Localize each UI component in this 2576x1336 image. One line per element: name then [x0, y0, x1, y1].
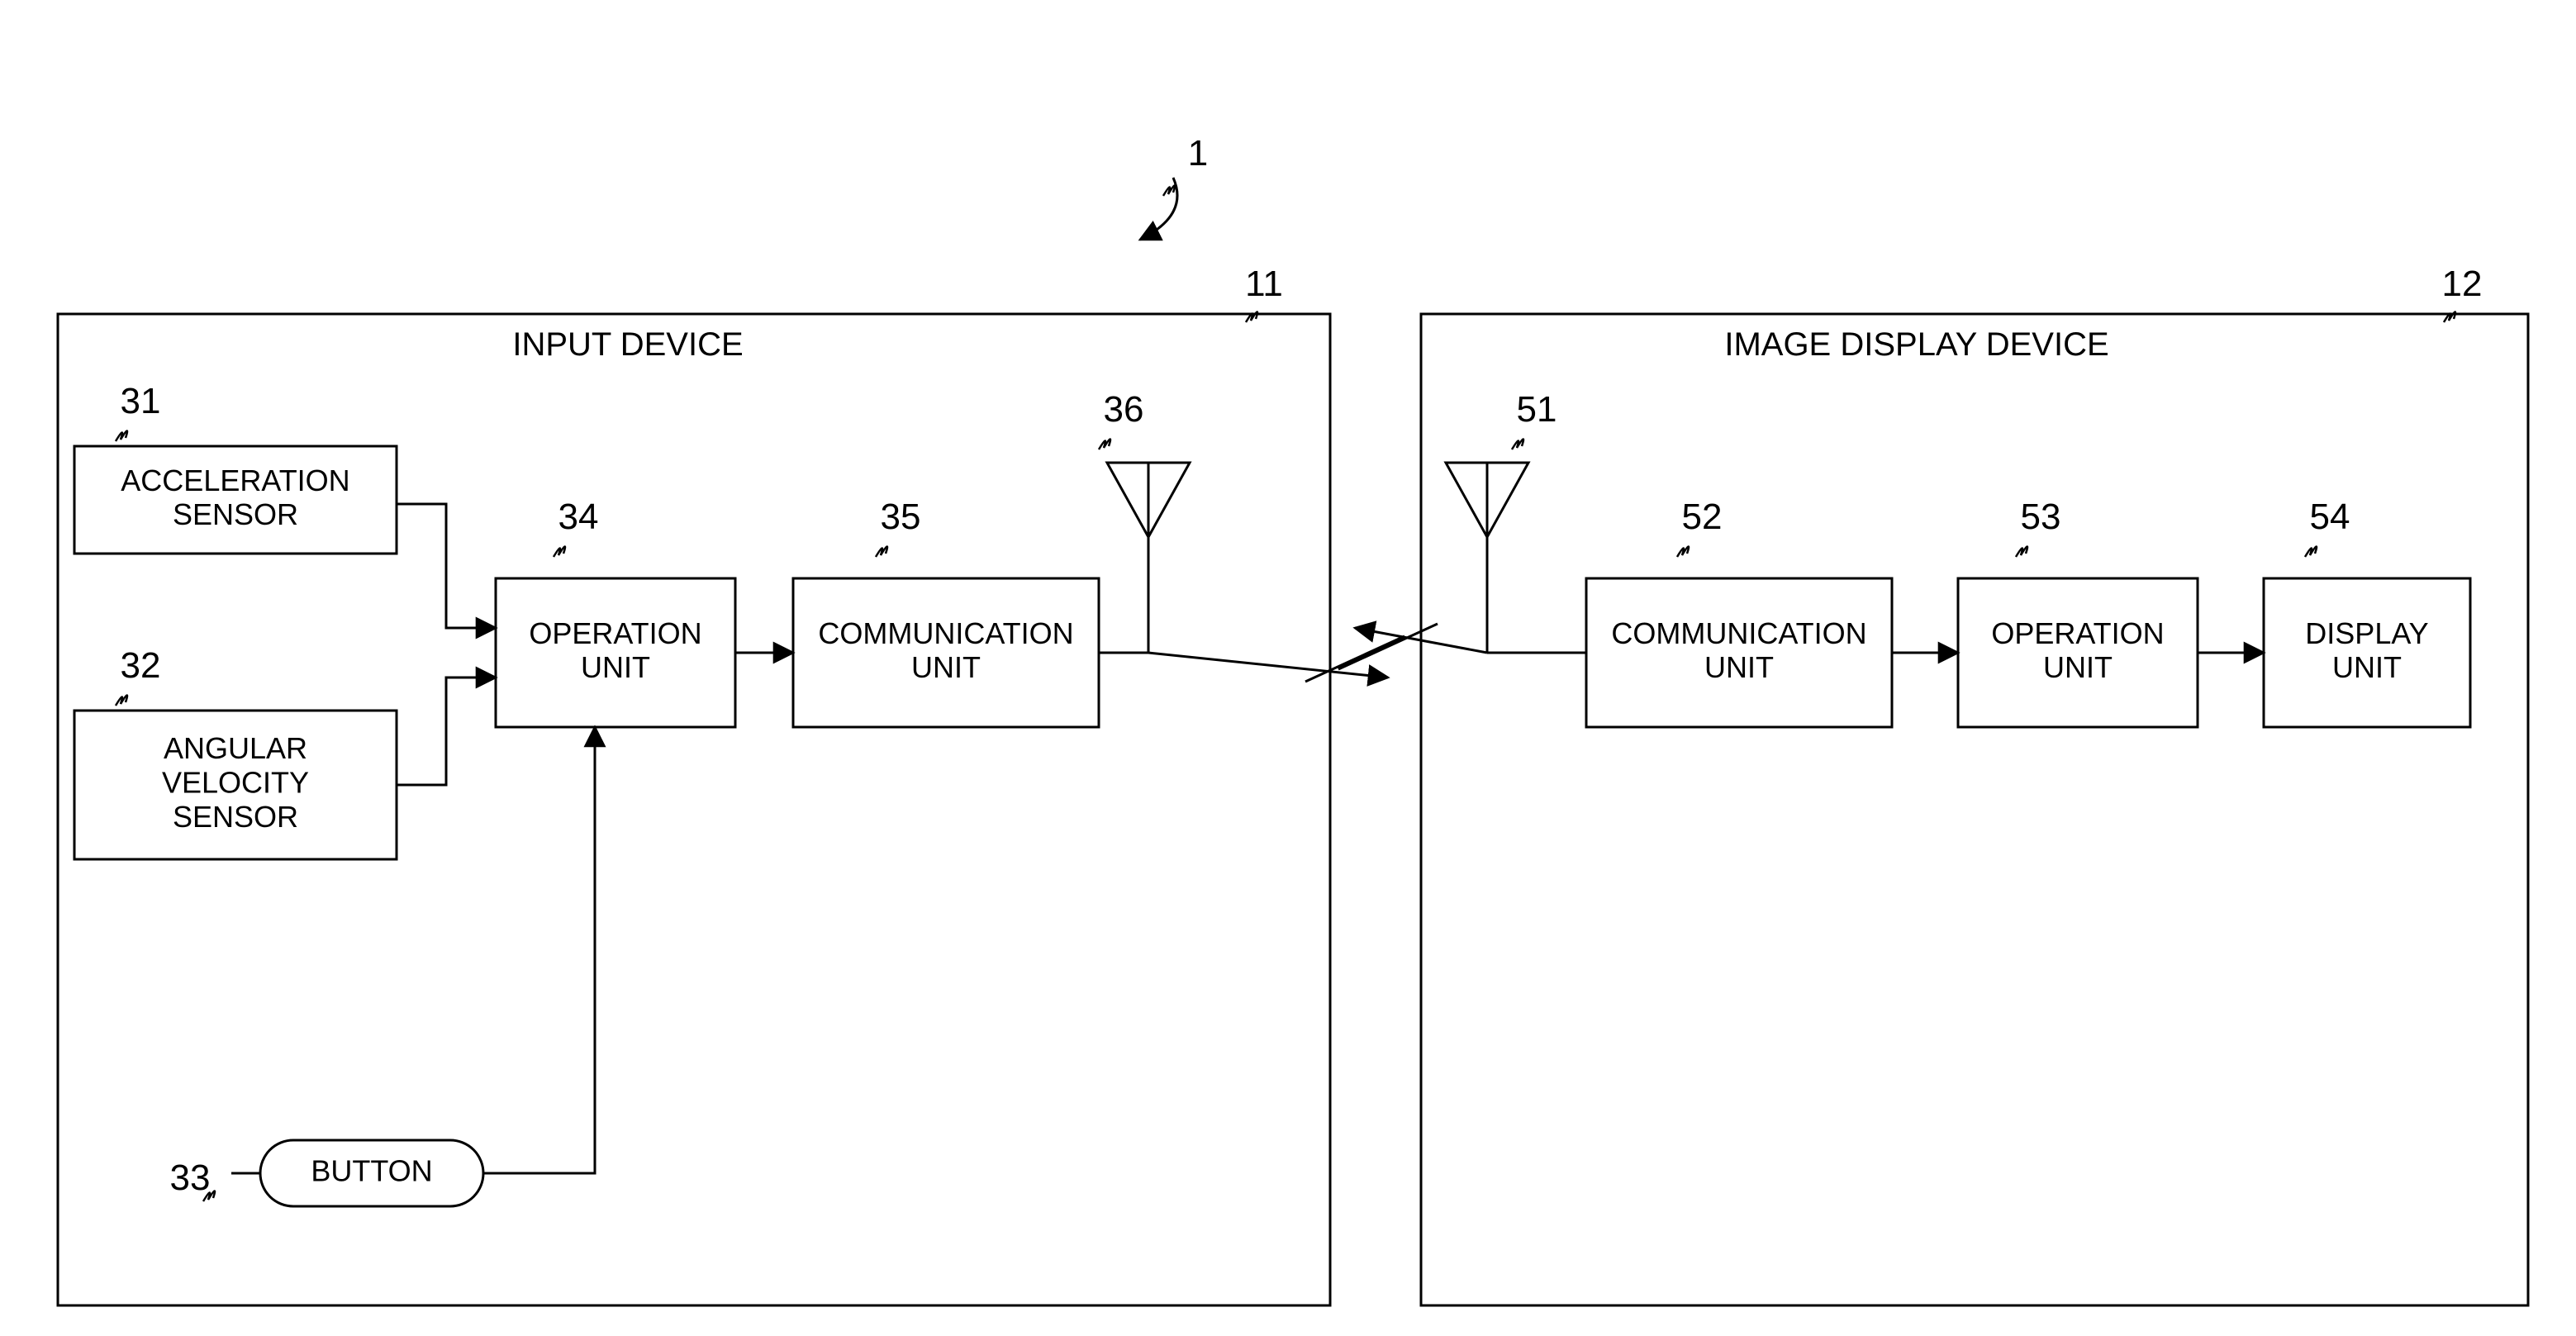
ref-squiggle — [1163, 185, 1175, 196]
display-unit-ref: 54 — [2310, 497, 2350, 537]
wireless-right-arrow — [1148, 653, 1388, 678]
input-device-ref: 11 — [1245, 264, 1283, 304]
ref-squiggle — [2305, 546, 2317, 557]
input-antenna-ref: 36 — [1104, 389, 1144, 430]
main-ref-label: 1 — [1188, 133, 1208, 174]
acceleration-sensor-text: SENSOR — [173, 497, 298, 531]
angular-velocity-sensor-text: VELOCITY — [162, 766, 309, 800]
angular-velocity-sensor-text: SENSOR — [173, 800, 298, 834]
diagram-canvas: 1INPUT DEVICE11ACCELERATIONSENSOR31ANGUL… — [0, 0, 2576, 1336]
display-device-title: IMAGE DISPLAY DEVICE — [1724, 326, 2108, 363]
angular-velocity-sensor-text: ANGULAR — [164, 731, 307, 765]
display-communication-unit-text: COMMUNICATION — [1611, 616, 1866, 650]
button-ref: 33 — [170, 1158, 211, 1198]
ref-squiggle — [554, 546, 565, 557]
display-unit-text: UNIT — [2332, 650, 2402, 684]
angvel-ref: 32 — [121, 645, 161, 686]
input-communication-unit-text: UNIT — [911, 650, 981, 684]
input-communication-unit-text: COMMUNICATION — [818, 616, 1073, 650]
display-op-ref: 53 — [2021, 497, 2061, 537]
input-comm-ref: 35 — [881, 497, 921, 537]
acceleration-sensor-text: ACCELERATION — [121, 464, 349, 497]
display-communication-unit-text: UNIT — [1704, 650, 1774, 684]
display-device-ref: 12 — [2442, 264, 2483, 304]
ref-squiggle — [876, 546, 887, 557]
input-operation-unit-text: OPERATION — [529, 616, 701, 650]
ref-squiggle — [1099, 439, 1110, 449]
wireless-zigzag — [1305, 624, 1438, 682]
edge-accel-op — [397, 504, 496, 628]
display-comm-ref: 52 — [1682, 497, 1723, 537]
ref-squiggle — [2016, 546, 2027, 557]
edge-button-op — [483, 727, 595, 1173]
display-antenna-ref: 51 — [1517, 389, 1557, 430]
accel-ref: 31 — [121, 381, 161, 421]
ref-squiggle — [116, 695, 127, 706]
ref-squiggle — [1677, 546, 1689, 557]
input-device-title: INPUT DEVICE — [512, 326, 743, 363]
display-device-frame — [1421, 314, 2528, 1305]
display-operation-unit-text: OPERATION — [1991, 616, 2164, 650]
ref-squiggle — [1512, 439, 1523, 449]
button-text: BUTTON — [311, 1154, 432, 1188]
edge-angvel-op — [397, 678, 496, 785]
ref-squiggle — [116, 430, 127, 441]
input-operation-unit-text: UNIT — [581, 650, 650, 684]
input-op-ref: 34 — [558, 497, 599, 537]
display-unit-text: DISPLAY — [2305, 616, 2428, 650]
display-operation-unit-text: UNIT — [2043, 650, 2113, 684]
